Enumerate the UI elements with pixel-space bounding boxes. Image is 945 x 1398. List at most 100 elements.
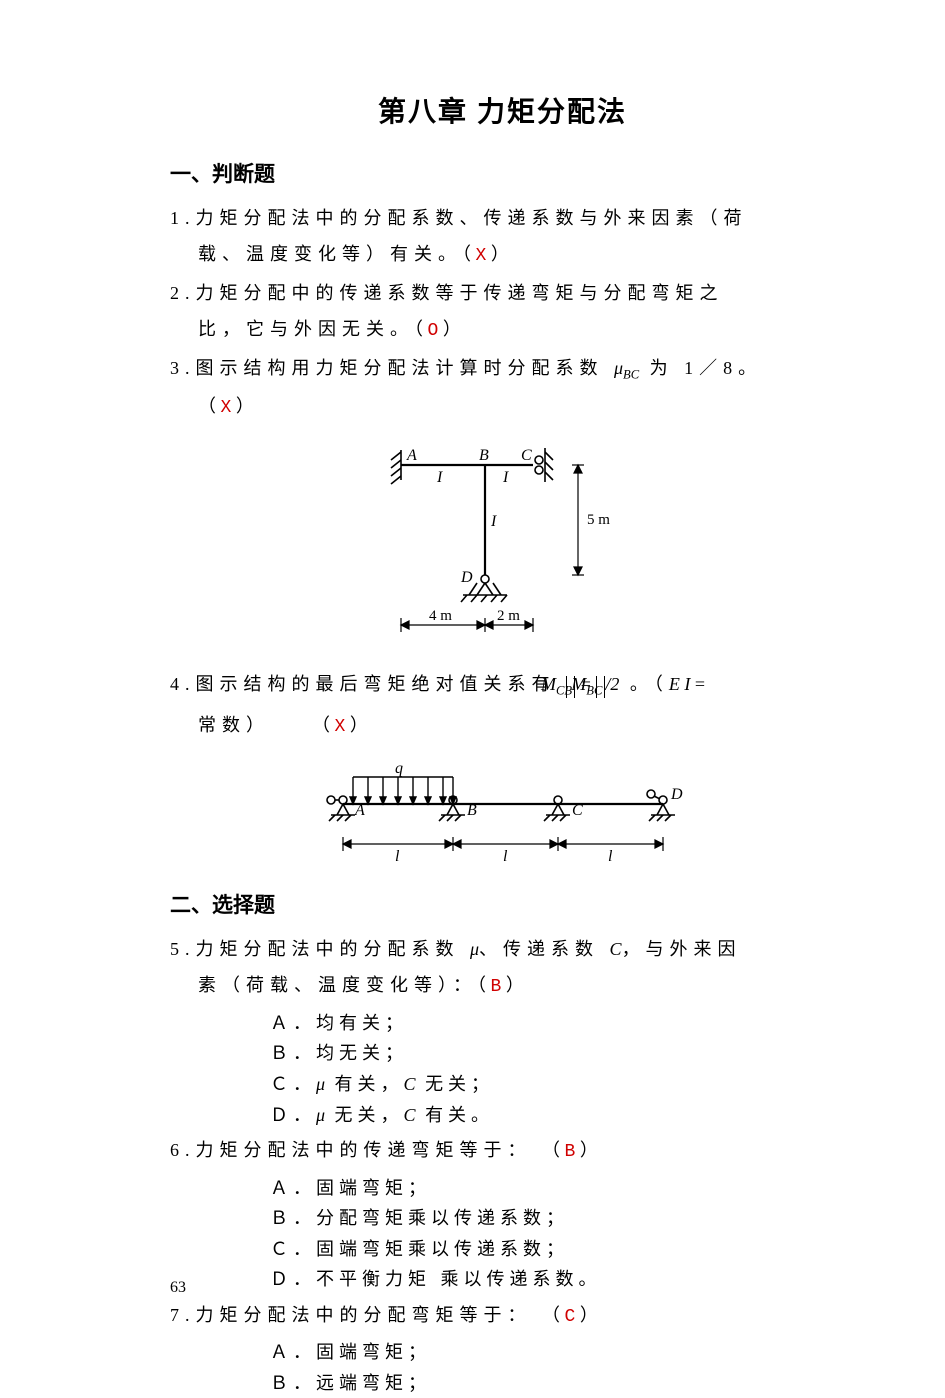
q6-optA: Ａ．固端弯矩； <box>170 1173 835 1204</box>
q3-line1b: 为 1／8。 <box>639 358 762 378</box>
q2-line2: 比，它与外因无关。 <box>198 319 414 339</box>
q1-line2: 载、温度变化等）有关。 <box>198 244 462 264</box>
q7-text: 力矩分配法中的分配弯矩等于： <box>196 1305 532 1325</box>
q7-num: 7. <box>170 1305 196 1325</box>
q5-optD: Ｄ．μ 无关，C 有关。 <box>170 1100 835 1131</box>
diagram-q3-svg: A B C D I I I 5 m 4 m 2 m <box>373 440 633 650</box>
q2-answer: O <box>428 321 439 341</box>
q4-num: 4. <box>170 674 196 694</box>
section2-title: 二、选择题 <box>170 889 835 919</box>
q4-ei: E I <box>669 674 691 694</box>
d1-A: A <box>406 447 417 464</box>
d2-l1: l <box>395 848 400 865</box>
q3-num: 3. <box>170 358 196 378</box>
q5-ans: B <box>491 977 502 997</box>
d1-I1: I <box>436 469 443 486</box>
d1-D: D <box>460 569 473 586</box>
q6-optD: Ｄ．不平衡力矩 乘以传递系数。 <box>170 1264 835 1295</box>
section1-title: 一、判断题 <box>170 158 835 188</box>
q6-pc: ） <box>575 1140 598 1160</box>
q3-mu: μ <box>614 358 623 378</box>
q7-po: （ <box>542 1305 565 1325</box>
q4-answer: X <box>335 717 346 737</box>
d1-B: B <box>479 447 489 464</box>
q3-paren-open: （ <box>198 396 221 416</box>
diagram-q4-svg: q A B C D l l l <box>313 759 693 869</box>
d1-5m: 5 m <box>587 512 610 528</box>
q5-c: C <box>610 939 622 959</box>
d2-C: C <box>572 802 583 819</box>
d2-q: q <box>395 760 403 777</box>
q2-num: 2. <box>170 283 196 303</box>
q1-paren-open: （ <box>462 244 476 264</box>
d1-4m: 4 m <box>429 608 452 624</box>
q1-answer: X <box>476 246 487 266</box>
d2-l2: l <box>503 848 508 865</box>
d2-A: A <box>354 802 365 819</box>
q4-a: 图示结构的最后弯矩绝对值关系有 <box>196 674 567 694</box>
q1-paren-close: ） <box>486 244 509 264</box>
diagram-q3: A B C D I I I 5 m 4 m 2 m <box>170 440 835 650</box>
d1-2m: 2 m <box>497 608 520 624</box>
q4-line2-wrap: 常数） （ X ） <box>170 709 835 743</box>
d2-D: D <box>670 786 683 803</box>
q4-paren-close: ） <box>345 715 368 735</box>
q3-line1a: 图示结构用力矩分配法计算时分配系数 <box>196 358 615 378</box>
q2-line2-wrap: 比，它与外因无关。（ O ） <box>170 313 835 347</box>
q4-line2: 常数） <box>198 715 270 735</box>
diagram-q4: q A B C D l l l <box>170 759 835 869</box>
q5-po: （ <box>477 975 491 995</box>
q6-po: （ <box>542 1140 565 1160</box>
q1-line1: 力矩分配法中的分配系数、传递系数与外来因素（荷 <box>196 208 748 228</box>
q5-1a: 力矩分配法中的分配系数 <box>196 939 471 959</box>
q6-num: 6. <box>170 1140 196 1160</box>
q3-paren-close: ） <box>231 396 254 416</box>
q5-mu: μ <box>470 939 479 959</box>
q4-abs2: MBC <box>596 676 605 698</box>
q7-pc: ） <box>575 1305 598 1325</box>
q5-line2-wrap: 素（荷载、温度变化等）：（ B ） <box>170 969 835 1003</box>
d1-I3: I <box>490 513 497 530</box>
q4-div2: /2 <box>605 674 619 694</box>
q5: 5.力矩分配法中的分配系数 μ、传递系数 C，与外来因 <box>170 933 835 965</box>
chapter-title: 第八章 力矩分配法 <box>170 90 835 130</box>
q5-optC: Ｃ．μ 有关，C 无关； <box>170 1069 835 1100</box>
q1-num: 1. <box>170 208 196 228</box>
q4-b2: = <box>690 674 705 694</box>
q7-optB: Ｂ．远端弯矩； <box>170 1368 835 1398</box>
q4-paren-open: （ <box>312 715 335 735</box>
q3-answer: X <box>221 398 232 418</box>
q6-optC: Ｃ．固端弯矩乘以传递系数； <box>170 1234 835 1265</box>
q3: 3.图示结构用力矩分配法计算时分配系数 μBC 为 1／8。 <box>170 352 835 386</box>
q5-1b: 、传递系数 <box>479 939 610 959</box>
q3-line2-wrap: （ X ） <box>170 390 835 424</box>
q7-optA: Ａ．固端弯矩； <box>170 1337 835 1368</box>
page: 第八章 力矩分配法 一、判断题 1.力矩分配法中的分配系数、传递系数与外来因素（… <box>0 0 945 1337</box>
d2-B: B <box>467 802 477 819</box>
q1-line2-wrap: 载、温度变化等）有关。（ X ） <box>170 238 835 272</box>
q4-b: 。（ <box>630 674 669 694</box>
q2-paren-close: ） <box>438 319 461 339</box>
q7-ans: C <box>565 1307 576 1327</box>
q6: 6.力矩分配法中的传递弯矩等于： （ B ） <box>170 1134 835 1168</box>
q2-paren-open: （ <box>414 319 428 339</box>
q6-optB: Ｂ．分配弯矩乘以传递系数； <box>170 1203 835 1234</box>
q5-1c: ，与外来因 <box>622 939 742 959</box>
page-number: 63 <box>170 1279 186 1297</box>
q6-ans: B <box>565 1142 576 1162</box>
q6-text: 力矩分配法中的传递弯矩等于： <box>196 1140 532 1160</box>
q1: 1.力矩分配法中的分配系数、传递系数与外来因素（荷 <box>170 202 835 234</box>
q5-optA: Ａ．均有关； <box>170 1008 835 1039</box>
q5-num: 5. <box>170 939 196 959</box>
q5-2: 素（荷载、温度变化等）： <box>198 975 477 995</box>
q4: 4.图示结构的最后弯矩绝对值关系有 MCB = MBC/2 。（E I = <box>170 668 835 700</box>
q2-line1: 力矩分配中的传递系数等于传递弯矩与分配弯矩之 <box>196 283 724 303</box>
q5-pc: ） <box>501 975 524 995</box>
q2: 2.力矩分配中的传递系数等于传递弯矩与分配弯矩之 <box>170 277 835 309</box>
q3-sub: BC <box>623 367 639 381</box>
q7: 7.力矩分配法中的分配弯矩等于： （ C ） <box>170 1299 835 1333</box>
d2-l3: l <box>608 848 613 865</box>
d1-I2: I <box>502 469 509 486</box>
d1-C: C <box>521 447 532 464</box>
q5-optB: Ｂ．均无关； <box>170 1038 835 1069</box>
